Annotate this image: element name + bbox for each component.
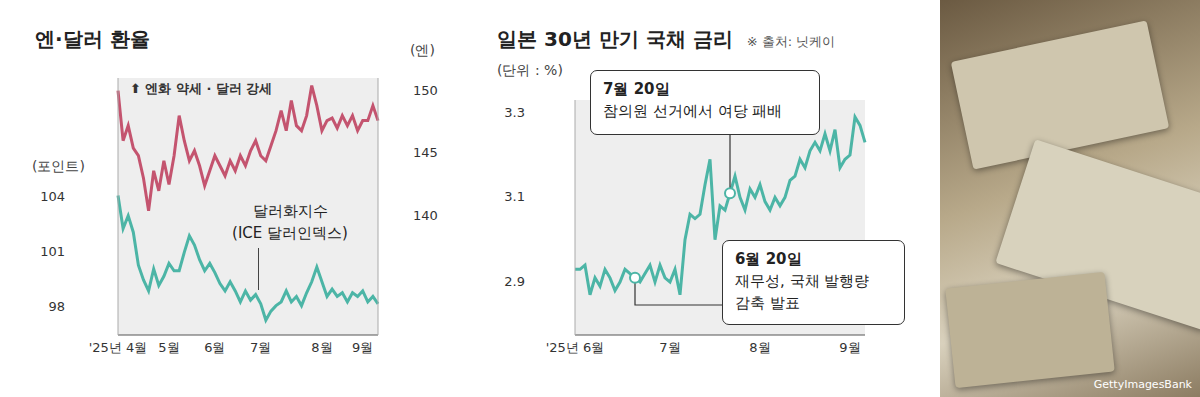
html-text:7월 20일: 7월 20일 — [603, 80, 670, 98]
svg-text:'25년 4월: '25년 4월 — [89, 340, 148, 355]
svg-text:140: 140 — [413, 208, 438, 223]
svg-text:3.3: 3.3 — [504, 105, 525, 120]
svg-text:9월: 9월 — [352, 340, 373, 355]
html-text:(ICE 달러인덱스): (ICE 달러인덱스) — [232, 224, 348, 242]
html-text:6월 20일: 6월 20일 — [735, 250, 802, 268]
html-text:달러화지수: 달러화지수 — [252, 202, 328, 220]
html-text:※ 출처: 닛케이: ※ 출처: 닛케이 — [746, 34, 836, 49]
svg-text:7월: 7월 — [659, 340, 680, 355]
svg-text:5월: 5월 — [158, 340, 179, 355]
svg-text:145: 145 — [413, 145, 438, 160]
svg-text:7월: 7월 — [250, 340, 271, 355]
svg-text:'25년 6월: '25년 6월 — [546, 340, 605, 355]
html-text:(단위 : %): (단위 : %) — [497, 62, 563, 78]
html-text:참의원 선거에서 여당 패배: 참의원 선거에서 여당 패배 — [603, 102, 783, 120]
html-text:일본 30년 만기 국채 금리: 일본 30년 만기 국채 금리 — [497, 27, 733, 51]
svg-text:98: 98 — [48, 299, 65, 314]
svg-text:6월: 6월 — [204, 340, 225, 355]
svg-text:8월: 8월 — [311, 340, 332, 355]
html-text:⬆ 엔화 약세 · 달러 강세: ⬆ 엔화 약세 · 달러 강세 — [130, 81, 273, 96]
svg-text:2.9: 2.9 — [504, 274, 525, 289]
svg-text:104: 104 — [40, 189, 65, 204]
svg-text:150: 150 — [413, 83, 438, 98]
html-text:GettyImagesBank: GettyImagesBank — [1093, 378, 1192, 391]
svg-text:3.1: 3.1 — [504, 189, 525, 204]
html-text:재무성, 국채 발행량: 재무성, 국채 발행량 — [735, 272, 870, 290]
html-text:(엔): (엔) — [410, 42, 435, 58]
svg-text:8월: 8월 — [749, 340, 770, 355]
svg-text:101: 101 — [40, 244, 65, 259]
html-text:엔·달러 환율: 엔·달러 환율 — [35, 27, 150, 51]
svg-text:9월: 9월 — [839, 340, 860, 355]
html-text:감축 발표: 감축 발표 — [735, 294, 800, 312]
html-text:(포인트): (포인트) — [32, 158, 85, 174]
